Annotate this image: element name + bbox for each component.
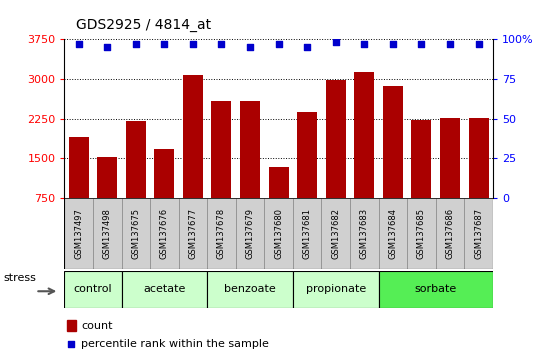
Bar: [122, 198, 150, 269]
Point: [245, 44, 254, 50]
Bar: [269, 167, 288, 238]
Text: control: control: [74, 284, 112, 295]
Text: percentile rank within the sample: percentile rank within the sample: [81, 339, 269, 349]
Bar: [150, 198, 179, 269]
Bar: [93, 198, 122, 269]
Point: [160, 41, 169, 47]
Bar: [97, 157, 117, 238]
Text: GSM137682: GSM137682: [331, 208, 340, 259]
Text: GSM137497: GSM137497: [74, 208, 83, 259]
Point: [388, 41, 397, 47]
Bar: [240, 101, 260, 238]
Point: [331, 39, 340, 45]
Text: GSM137686: GSM137686: [445, 208, 455, 259]
Text: acetate: acetate: [143, 284, 185, 295]
Text: propionate: propionate: [306, 284, 366, 295]
Text: benzoate: benzoate: [224, 284, 276, 295]
Point: [67, 341, 76, 347]
Text: GDS2925 / 4814_at: GDS2925 / 4814_at: [76, 18, 211, 32]
Bar: [297, 112, 317, 238]
Point: [274, 41, 283, 47]
Point: [74, 41, 83, 47]
Bar: [236, 198, 264, 269]
Bar: [379, 271, 493, 308]
Bar: [264, 198, 293, 269]
Bar: [436, 198, 464, 269]
Text: GSM137680: GSM137680: [274, 208, 283, 259]
Point: [417, 41, 426, 47]
Bar: [179, 198, 207, 269]
Text: GSM137677: GSM137677: [188, 208, 198, 259]
Bar: [469, 118, 488, 238]
Text: GSM137681: GSM137681: [302, 208, 312, 259]
Point: [217, 41, 226, 47]
Text: GSM137683: GSM137683: [360, 208, 369, 259]
Point: [446, 41, 455, 47]
Text: GSM137684: GSM137684: [388, 208, 398, 259]
Bar: [126, 121, 146, 238]
Bar: [207, 271, 293, 308]
Point: [103, 44, 112, 50]
Bar: [383, 86, 403, 238]
Bar: [122, 271, 207, 308]
Bar: [64, 271, 122, 308]
Text: GSM137687: GSM137687: [474, 208, 483, 259]
Bar: [326, 80, 346, 238]
Bar: [321, 198, 350, 269]
Bar: [212, 101, 231, 238]
Text: GSM137498: GSM137498: [102, 208, 112, 259]
Bar: [69, 137, 88, 238]
Text: GSM137679: GSM137679: [245, 208, 255, 259]
Text: count: count: [81, 321, 113, 331]
Text: GSM137675: GSM137675: [131, 208, 141, 259]
Bar: [407, 198, 436, 269]
Point: [474, 41, 483, 47]
Text: GSM137685: GSM137685: [417, 208, 426, 259]
Bar: [67, 320, 76, 331]
Bar: [379, 198, 407, 269]
Text: GSM137676: GSM137676: [160, 208, 169, 259]
Point: [188, 41, 198, 47]
Point: [131, 41, 140, 47]
Point: [360, 41, 368, 47]
Bar: [354, 72, 374, 238]
Bar: [293, 198, 321, 269]
Point: [302, 44, 311, 50]
Bar: [440, 118, 460, 238]
Text: stress: stress: [3, 273, 36, 282]
Bar: [412, 120, 431, 238]
Bar: [155, 149, 174, 238]
Bar: [64, 198, 93, 269]
Text: GSM137678: GSM137678: [217, 208, 226, 259]
Bar: [293, 271, 379, 308]
Bar: [464, 198, 493, 269]
Bar: [207, 198, 236, 269]
Text: sorbate: sorbate: [414, 284, 457, 295]
Bar: [183, 75, 203, 238]
Bar: [350, 198, 379, 269]
